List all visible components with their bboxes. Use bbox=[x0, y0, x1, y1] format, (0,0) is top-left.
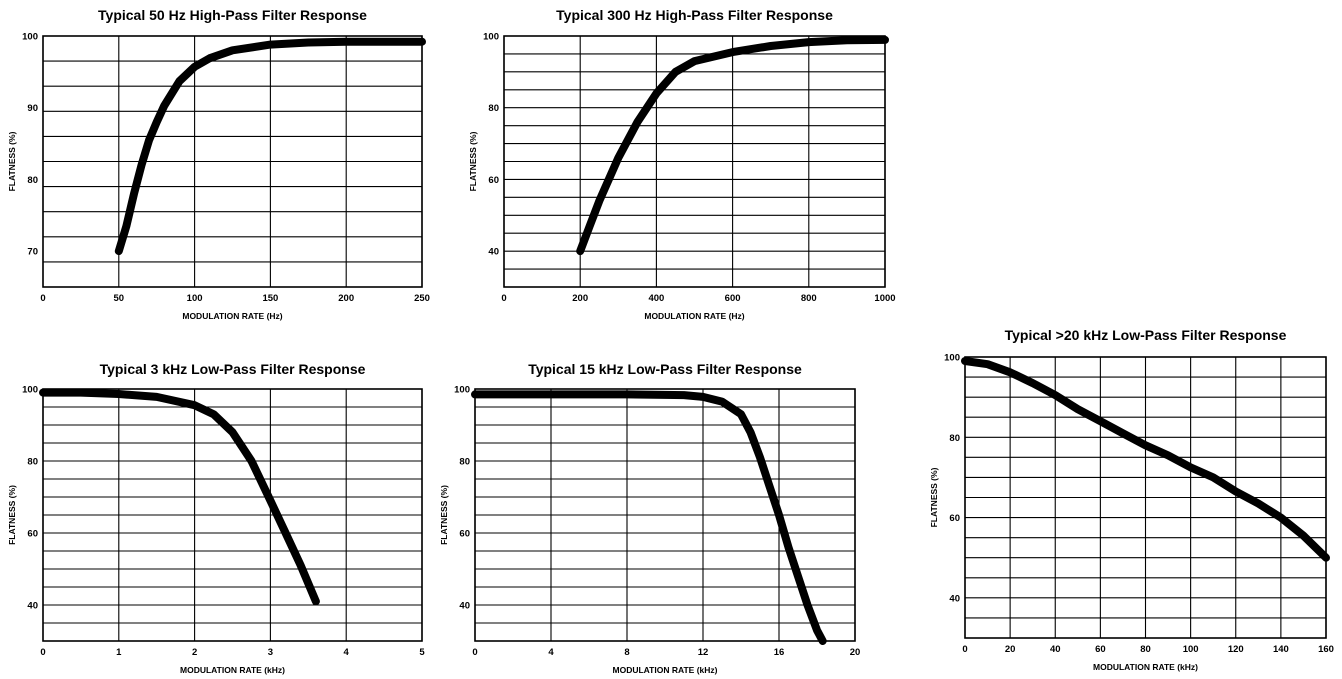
x-tick-label: 120 bbox=[1228, 644, 1244, 655]
plot-frame bbox=[474, 388, 856, 642]
y-axis-label: FLATNESS (%) bbox=[468, 131, 478, 191]
x-axis-label: MODULATION RATE (Hz) bbox=[644, 311, 744, 321]
x-tick-label: 12 bbox=[698, 647, 709, 658]
y-tick-label: 80 bbox=[27, 175, 38, 186]
x-tick-label: 800 bbox=[801, 293, 817, 304]
y-axis-label: FLATNESS (%) bbox=[7, 131, 17, 191]
y-tick-label: 80 bbox=[27, 457, 38, 468]
y-tick-label: 100 bbox=[22, 32, 38, 43]
plot-frame bbox=[964, 356, 1327, 639]
x-tick-label: 400 bbox=[648, 293, 664, 304]
y-tick-label: 80 bbox=[488, 103, 499, 114]
chart-hp50: Typical 50 Hz High-Pass Filter Response 0… bbox=[7, 7, 430, 321]
x-tick-label: 0 bbox=[40, 647, 45, 658]
x-tick-label: 2 bbox=[192, 647, 197, 658]
x-tick-label: 1000 bbox=[874, 293, 895, 304]
x-tick-label: 0 bbox=[501, 293, 506, 304]
x-tick-label: 4 bbox=[344, 647, 350, 658]
x-tick-label: 5 bbox=[419, 647, 425, 658]
chart-lp20k: Typical >20 kHz Low-Pass Filter Response… bbox=[929, 327, 1334, 672]
x-tick-label: 140 bbox=[1273, 644, 1289, 655]
y-tick-label: 60 bbox=[488, 175, 499, 186]
response-curve bbox=[114, 37, 426, 256]
grid bbox=[964, 357, 1327, 638]
x-tick-label: 16 bbox=[774, 647, 785, 658]
x-tick-label: 40 bbox=[1050, 644, 1061, 655]
x-tick-label: 600 bbox=[725, 293, 741, 304]
x-tick-label: 3 bbox=[268, 647, 273, 658]
x-tick-label: 100 bbox=[187, 293, 203, 304]
y-axis-label: FLATNESS (%) bbox=[929, 467, 939, 527]
plot-frame bbox=[503, 35, 886, 288]
grid bbox=[474, 389, 856, 641]
x-tick-label: 160 bbox=[1318, 644, 1334, 655]
y-axis-label: FLATNESS (%) bbox=[7, 485, 17, 545]
y-tick-label: 100 bbox=[454, 385, 470, 396]
y-tick-label: 70 bbox=[27, 247, 38, 258]
y-tick-label: 40 bbox=[488, 247, 499, 258]
x-tick-label: 0 bbox=[962, 644, 967, 655]
y-tick-label: 40 bbox=[459, 601, 470, 612]
y-tick-label: 60 bbox=[949, 513, 960, 524]
grid bbox=[42, 36, 423, 287]
x-tick-label: 20 bbox=[1005, 644, 1016, 655]
response-curve bbox=[961, 357, 1330, 562]
y-tick-label: 80 bbox=[459, 457, 470, 468]
x-tick-label: 80 bbox=[1140, 644, 1151, 655]
x-axis-label: MODULATION RATE (kHz) bbox=[180, 665, 285, 675]
x-axis-label: MODULATION RATE (Hz) bbox=[182, 311, 282, 321]
grid bbox=[503, 36, 886, 287]
x-tick-label: 1 bbox=[116, 647, 122, 658]
x-tick-label: 100 bbox=[1183, 644, 1199, 655]
x-axis-label: MODULATION RATE (kHz) bbox=[613, 665, 718, 675]
chart-title: Typical 3 kHz Low-Pass Filter Response bbox=[100, 361, 366, 377]
y-axis-label: FLATNESS (%) bbox=[439, 485, 449, 545]
x-tick-label: 60 bbox=[1095, 644, 1106, 655]
y-tick-label: 100 bbox=[483, 32, 499, 43]
x-tick-label: 150 bbox=[262, 293, 278, 304]
x-tick-label: 250 bbox=[414, 293, 430, 304]
plot-frame bbox=[42, 388, 423, 642]
x-tick-label: 8 bbox=[624, 647, 629, 658]
x-tick-label: 20 bbox=[850, 647, 861, 658]
y-tick-label: 60 bbox=[459, 529, 470, 540]
y-tick-label: 60 bbox=[27, 529, 38, 540]
y-tick-label: 100 bbox=[944, 353, 960, 364]
chart-lp3k: Typical 3 kHz Low-Pass Filter Response 0 1… bbox=[7, 361, 425, 675]
y-tick-label: 40 bbox=[27, 601, 38, 612]
x-tick-label: 0 bbox=[472, 647, 477, 658]
chart-hp300: Typical 300 Hz High-Pass Filter Response… bbox=[468, 7, 896, 321]
response-curve bbox=[576, 35, 889, 256]
x-tick-label: 200 bbox=[572, 293, 588, 304]
y-tick-label: 80 bbox=[949, 433, 960, 444]
x-tick-label: 4 bbox=[548, 647, 554, 658]
response-curve bbox=[39, 388, 320, 606]
x-tick-label: 50 bbox=[114, 293, 125, 304]
chart-title: Typical 300 Hz High-Pass Filter Response bbox=[556, 7, 833, 23]
x-tick-label: 200 bbox=[338, 293, 354, 304]
y-tick-label: 90 bbox=[27, 103, 38, 114]
y-tick-label: 100 bbox=[22, 385, 38, 396]
plot-frame bbox=[42, 35, 423, 288]
chart-title: Typical >20 kHz Low-Pass Filter Response bbox=[1005, 327, 1287, 343]
y-tick-label: 40 bbox=[949, 593, 960, 604]
chart-lp15k: Typical 15 kHz Low-Pass Filter Response 0… bbox=[439, 361, 860, 675]
x-axis-label: MODULATION RATE (kHz) bbox=[1093, 662, 1198, 672]
chart-title: Typical 50 Hz High-Pass Filter Response bbox=[98, 7, 367, 23]
response-curve bbox=[471, 390, 827, 645]
chart-title: Typical 15 kHz Low-Pass Filter Response bbox=[528, 361, 802, 377]
x-tick-label: 0 bbox=[40, 293, 45, 304]
